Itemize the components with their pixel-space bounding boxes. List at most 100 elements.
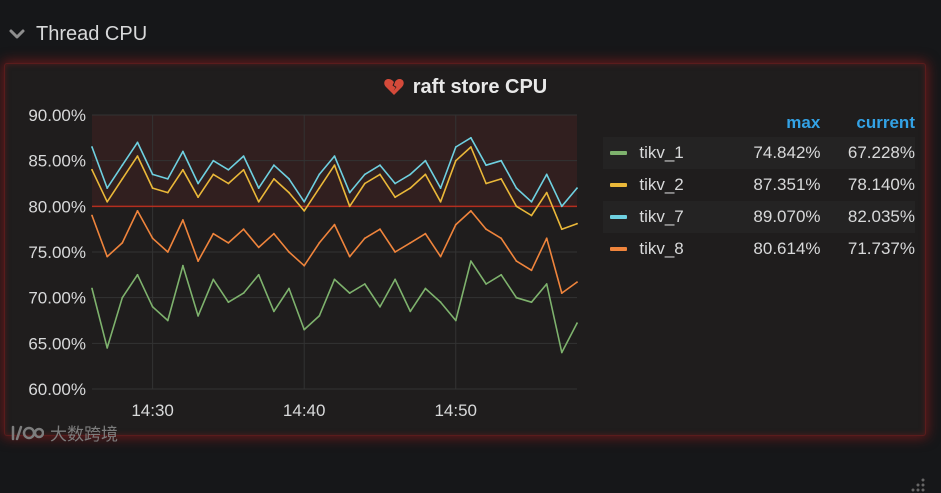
legend-header-current[interactable]: current xyxy=(856,113,915,132)
series-point-tikv_8 xyxy=(500,237,503,240)
x-tick-label: 14:30 xyxy=(131,401,174,420)
series-point-tikv_7 xyxy=(530,200,533,203)
legend-row-tikv_8[interactable]: tikv_8 80.614% 71.737% xyxy=(603,233,915,265)
series-point-tikv_8 xyxy=(379,228,381,231)
y-tick-label: 70.00% xyxy=(28,289,86,308)
series-point-tikv_8 xyxy=(227,242,230,244)
series-point-tikv_8 xyxy=(151,237,154,240)
series-point-tikv_7 xyxy=(500,159,503,162)
legend-max-value: 80.614% xyxy=(753,239,821,258)
series-point-tikv_1 xyxy=(576,322,578,325)
series-point-tikv_7 xyxy=(318,173,321,176)
series-point-tikv_8 xyxy=(348,255,351,258)
series-point-tikv_8 xyxy=(288,251,290,253)
series-point-tikv_1 xyxy=(121,296,124,299)
series-point-tikv_1 xyxy=(530,301,533,304)
series-line-tikv_1 xyxy=(91,260,578,354)
series-point-tikv_8 xyxy=(91,214,93,217)
legend-swatch[interactable] xyxy=(610,247,628,251)
legend-series-name[interactable]: tikv_2 xyxy=(639,175,684,194)
series-point-tikv_2 xyxy=(151,187,154,189)
series-point-tikv_7 xyxy=(303,200,306,203)
series-point-tikv_8 xyxy=(197,260,200,262)
series-point-tikv_7 xyxy=(106,187,109,189)
legend-current-value: 82.035% xyxy=(847,207,915,226)
series-point-tikv_1 xyxy=(288,287,290,290)
series-point-tikv_7 xyxy=(576,187,578,189)
legend-series-name[interactable]: tikv_1 xyxy=(639,143,684,162)
series-point-tikv_2 xyxy=(560,228,563,231)
series-point-tikv_1 xyxy=(470,260,472,262)
series-point-tikv_8 xyxy=(318,242,321,244)
series-point-tikv_7 xyxy=(515,187,518,189)
series-point-tikv_8 xyxy=(470,210,472,212)
series-point-tikv_8 xyxy=(303,264,306,267)
x-tick-label: 14:50 xyxy=(434,401,477,420)
series-point-tikv_1 xyxy=(409,310,412,313)
legend-current-value: 67.228% xyxy=(847,143,915,162)
series-point-tikv_7 xyxy=(424,159,427,162)
legend-current-value: 78.140% xyxy=(847,175,915,194)
series-point-tikv_8 xyxy=(363,237,366,240)
series-point-tikv_7 xyxy=(288,178,290,180)
series-point-tikv_8 xyxy=(515,260,518,262)
series-point-tikv_2 xyxy=(363,182,366,185)
series-point-tikv_1 xyxy=(106,347,109,349)
legend-row-tikv_7[interactable]: tikv_7 89.070% 82.035% xyxy=(603,201,915,233)
series-point-tikv_1 xyxy=(560,351,563,354)
legend-series-name[interactable]: tikv_8 xyxy=(639,239,684,258)
series-point-tikv_1 xyxy=(318,315,321,317)
legend-swatch[interactable] xyxy=(610,183,628,187)
legend-max-value: 89.070% xyxy=(753,207,821,226)
series-point-tikv_7 xyxy=(151,173,154,176)
series-point-tikv_1 xyxy=(212,278,215,281)
series-point-tikv_1 xyxy=(515,296,518,299)
series-point-tikv_7 xyxy=(212,159,215,162)
series-point-tikv_2 xyxy=(288,191,290,194)
series-point-tikv_2 xyxy=(545,191,548,194)
legend-series-name[interactable]: tikv_7 xyxy=(639,207,684,226)
panel-title: raft store CPU xyxy=(412,75,548,98)
series-point-tikv_7 xyxy=(470,136,472,139)
series-point-tikv_7 xyxy=(197,182,200,185)
legend-swatch[interactable] xyxy=(610,215,628,219)
series-point-tikv_2 xyxy=(182,168,184,171)
legend-header-max[interactable]: max xyxy=(786,113,821,132)
broken-heart-alert-icon xyxy=(384,79,404,95)
series-point-tikv_2 xyxy=(394,196,396,199)
series-point-tikv_1 xyxy=(182,264,184,267)
legend-swatch[interactable] xyxy=(610,151,628,155)
series-point-tikv_1 xyxy=(333,278,336,281)
series-point-tikv_1 xyxy=(545,283,548,285)
panel-header[interactable]: raft store CPU xyxy=(5,72,925,102)
series-point-tikv_7 xyxy=(333,155,336,157)
series-point-tikv_2 xyxy=(227,182,230,185)
chevron-down-icon[interactable] xyxy=(8,27,26,41)
series-point-tikv_8 xyxy=(273,232,275,235)
series-point-tikv_1 xyxy=(136,273,139,276)
legend-row-tikv_2[interactable]: tikv_2 87.351% 78.140% xyxy=(603,169,915,201)
series-point-tikv_1 xyxy=(273,310,275,313)
legend-current-value: 71.737% xyxy=(847,239,915,258)
series-point-tikv_2 xyxy=(439,200,442,203)
series-point-tikv_2 xyxy=(121,178,124,180)
series-point-tikv_8 xyxy=(560,292,563,294)
series-point-tikv_2 xyxy=(454,159,457,162)
y-tick-label: 60.00% xyxy=(28,380,86,399)
series-point-tikv_2 xyxy=(515,205,518,208)
series-point-tikv_7 xyxy=(394,182,396,185)
series-point-tikv_1 xyxy=(379,305,381,308)
series-point-tikv_1 xyxy=(454,319,457,322)
resize-handle-icon[interactable] xyxy=(910,477,926,493)
series-point-tikv_7 xyxy=(257,187,260,189)
x-tick-label: 14:40 xyxy=(283,401,326,420)
series-point-tikv_7 xyxy=(485,164,487,167)
series-point-tikv_2 xyxy=(166,191,169,194)
series-point-tikv_2 xyxy=(242,168,245,171)
legend-row-tikv_1[interactable]: tikv_1 74.842% 67.228% xyxy=(603,137,915,169)
series-point-tikv_7 xyxy=(545,173,548,176)
series-point-tikv_8 xyxy=(576,281,578,283)
series-point-tikv_7 xyxy=(182,150,184,153)
row-header[interactable]: Thread CPU xyxy=(8,18,147,50)
series-point-tikv_1 xyxy=(485,283,487,285)
